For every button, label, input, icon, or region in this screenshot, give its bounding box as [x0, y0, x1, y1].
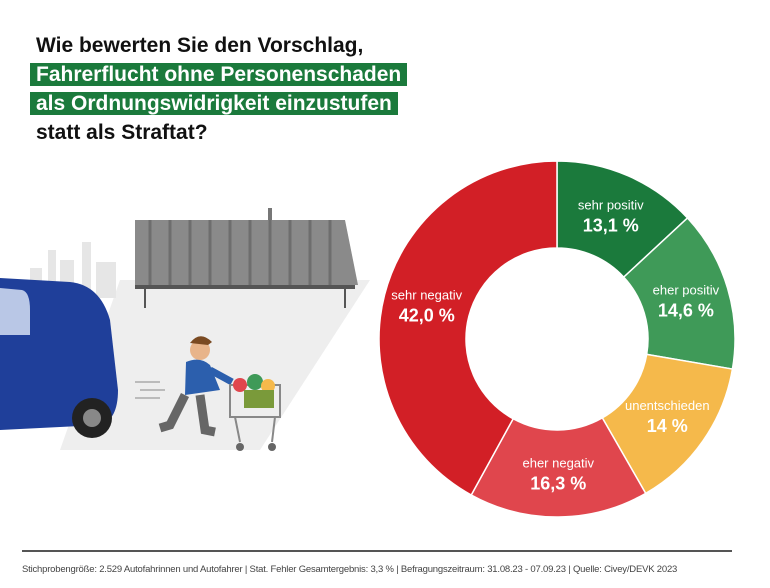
- title-highlight-1: Fahrerflucht ohne Personenschaden: [30, 63, 408, 86]
- slice-label: eher negativ: [522, 455, 594, 470]
- title-highlight-2: als Ordnungswidrigkeit einzustufen: [30, 92, 398, 115]
- van: [0, 278, 118, 438]
- groceries: [233, 374, 275, 408]
- slice-value: 14,6 %: [658, 301, 714, 321]
- slice-value: 42,0 %: [399, 306, 455, 326]
- road-shadow: [60, 280, 370, 450]
- slice-label: unentschieden: [625, 398, 710, 413]
- slice-value: 13,1 %: [583, 216, 639, 236]
- slice-eher-negativ: [470, 416, 647, 518]
- slice-sehr-negativ: [378, 160, 558, 497]
- slice-value: 16,3 %: [530, 473, 586, 493]
- illustration: [0, 208, 370, 451]
- footer-divider: [22, 550, 732, 552]
- slice-label: eher positiv: [653, 283, 720, 298]
- slice-label: sehr positiv: [578, 198, 644, 213]
- speed-lines: [135, 381, 165, 399]
- building: [135, 208, 358, 308]
- title-line-4: statt als Straftat?: [36, 121, 208, 144]
- footer-source: Stichprobengröße: 2.529 Autofahrinnen un…: [22, 564, 678, 575]
- man-with-cart: [135, 336, 281, 451]
- slice-value: 14 %: [647, 416, 688, 436]
- slice-label: sehr negativ: [391, 288, 462, 303]
- title-line-1: Wie bewerten Sie den Vorschlag,: [36, 34, 364, 57]
